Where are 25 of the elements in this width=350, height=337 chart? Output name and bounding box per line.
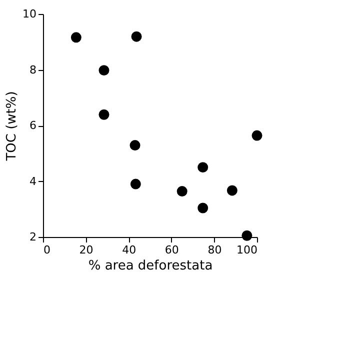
y-tick-label: 8 <box>30 63 36 76</box>
point <box>130 178 141 190</box>
x-tick-label: 40 <box>122 244 136 256</box>
point <box>98 109 110 120</box>
x-tick-label: 80 <box>208 244 222 256</box>
x-tick-label: 100 <box>236 244 258 256</box>
y-tick-label: 10 <box>22 8 36 20</box>
point <box>130 140 140 151</box>
point <box>176 186 188 197</box>
x-tick-label: 20 <box>79 244 94 256</box>
x-axis-title: % area deforestata <box>88 258 213 274</box>
x-tick-label: 0 <box>44 244 50 256</box>
point <box>198 202 208 214</box>
point <box>198 162 208 173</box>
point <box>98 65 110 76</box>
point <box>70 32 82 43</box>
y-axis-title: TOC (wt%) <box>4 91 20 162</box>
y-tick-label: 6 <box>30 119 36 132</box>
point <box>226 185 238 196</box>
y-tick-label: 2 <box>30 230 36 244</box>
x-tick-label: 60 <box>164 244 179 256</box>
point <box>131 31 142 42</box>
point <box>252 130 262 141</box>
y-tick-label: 4 <box>30 174 36 188</box>
point <box>242 230 252 241</box>
